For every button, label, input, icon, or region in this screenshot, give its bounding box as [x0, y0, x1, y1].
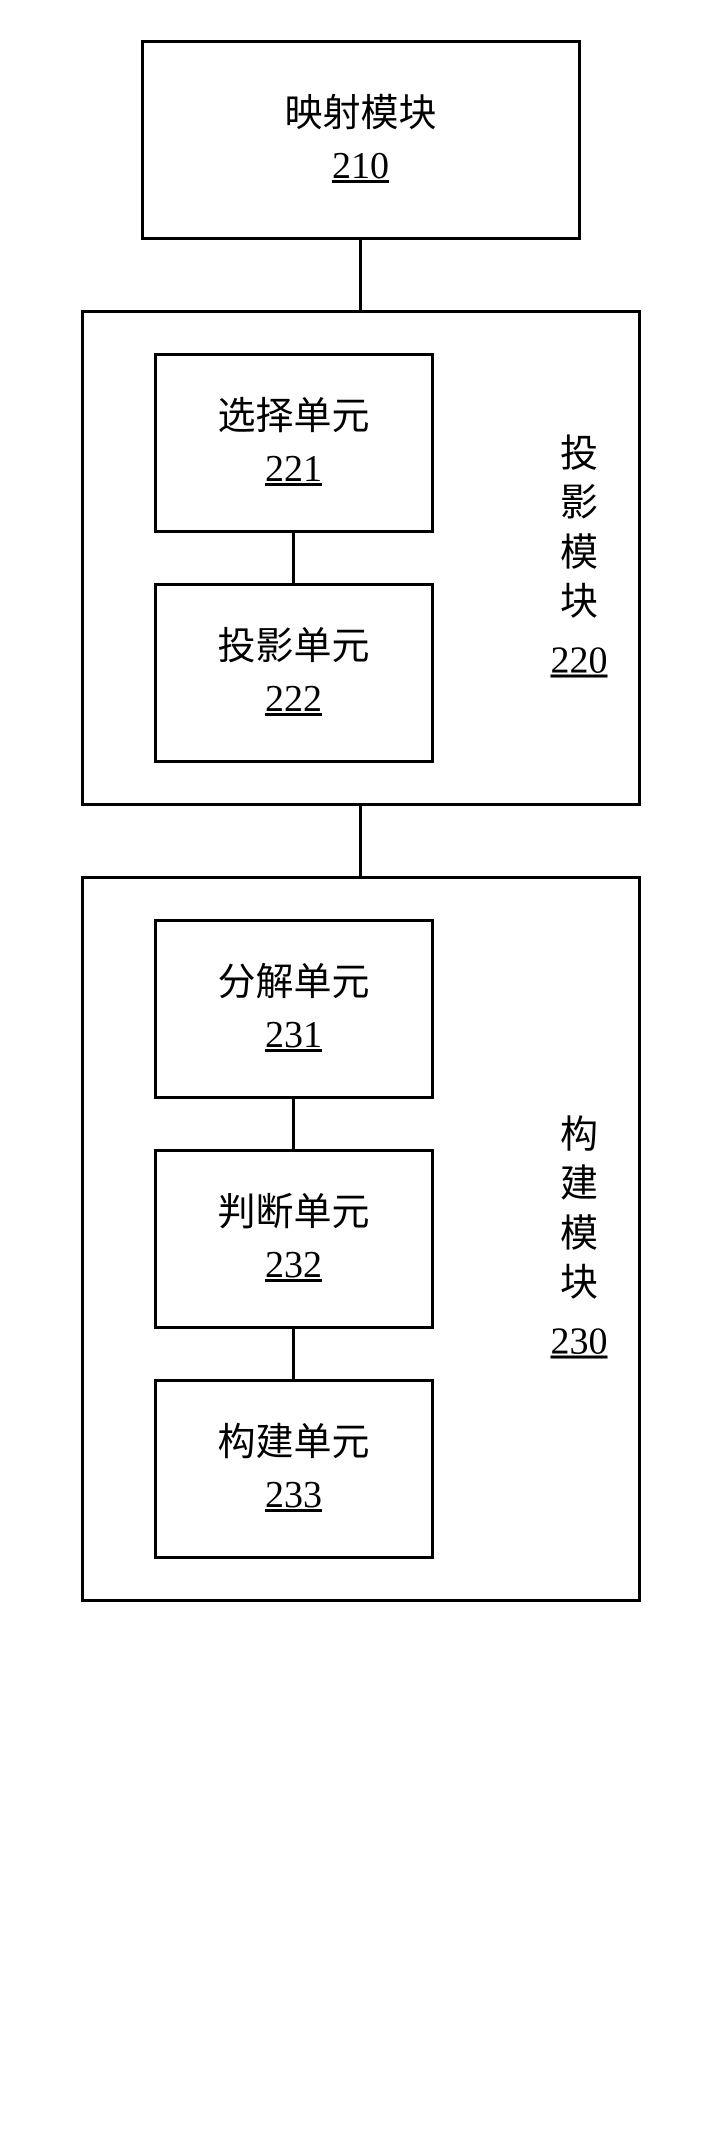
decompose-unit-label: 分解单元 — [217, 961, 369, 1007]
label-char: 建 — [560, 1161, 598, 1210]
connector-line — [292, 1329, 295, 1379]
construction-module-side-label: 构 建 模 块 230 — [551, 1112, 608, 1367]
label-char: 模 — [560, 529, 598, 578]
connector-line — [292, 533, 295, 583]
projection-units-column: 选择单元 221 投影单元 222 — [154, 353, 434, 763]
decompose-unit-number: 231 — [265, 1013, 322, 1057]
projection-unit-box: 投影单元 222 — [154, 583, 434, 763]
construct-unit-label: 构建单元 — [217, 1421, 369, 1467]
mapping-module-label: 映射模块 — [284, 92, 436, 138]
judge-unit-number: 232 — [265, 1243, 322, 1287]
projection-module-box: 选择单元 221 投影单元 222 投 影 模 块 220 — [81, 310, 641, 806]
label-char: 块 — [560, 579, 598, 628]
construction-module-number: 230 — [551, 1317, 608, 1366]
label-char: 构 — [560, 1112, 598, 1161]
selection-unit-label: 选择单元 — [217, 395, 369, 441]
label-char: 投 — [560, 431, 598, 480]
connector-line — [292, 1099, 295, 1149]
label-char: 影 — [560, 480, 598, 529]
label-char: 模 — [560, 1210, 598, 1259]
decompose-unit-box: 分解单元 231 — [154, 919, 434, 1099]
construction-module-box: 分解单元 231 判断单元 232 构建单元 233 构 建 模 块 230 — [81, 876, 641, 1602]
label-char: 块 — [560, 1260, 598, 1309]
selection-unit-number: 221 — [265, 447, 322, 491]
mapping-module-number: 210 — [332, 144, 389, 188]
construction-units-column: 分解单元 231 判断单元 232 构建单元 233 — [154, 919, 434, 1559]
construct-unit-number: 233 — [265, 1473, 322, 1517]
connector-line — [359, 240, 362, 310]
projection-unit-label: 投影单元 — [217, 625, 369, 671]
connector-line — [359, 806, 362, 876]
judge-unit-label: 判断单元 — [217, 1191, 369, 1237]
selection-unit-box: 选择单元 221 — [154, 353, 434, 533]
mapping-module-box: 映射模块 210 — [141, 40, 581, 240]
flowchart-diagram: 映射模块 210 选择单元 221 投影单元 222 投 影 模 块 220 — [21, 40, 701, 1602]
construct-unit-box: 构建单元 233 — [154, 1379, 434, 1559]
projection-module-side-label: 投 影 模 块 220 — [551, 431, 608, 686]
projection-unit-number: 222 — [265, 677, 322, 721]
judge-unit-box: 判断单元 232 — [154, 1149, 434, 1329]
projection-module-number: 220 — [551, 636, 608, 685]
